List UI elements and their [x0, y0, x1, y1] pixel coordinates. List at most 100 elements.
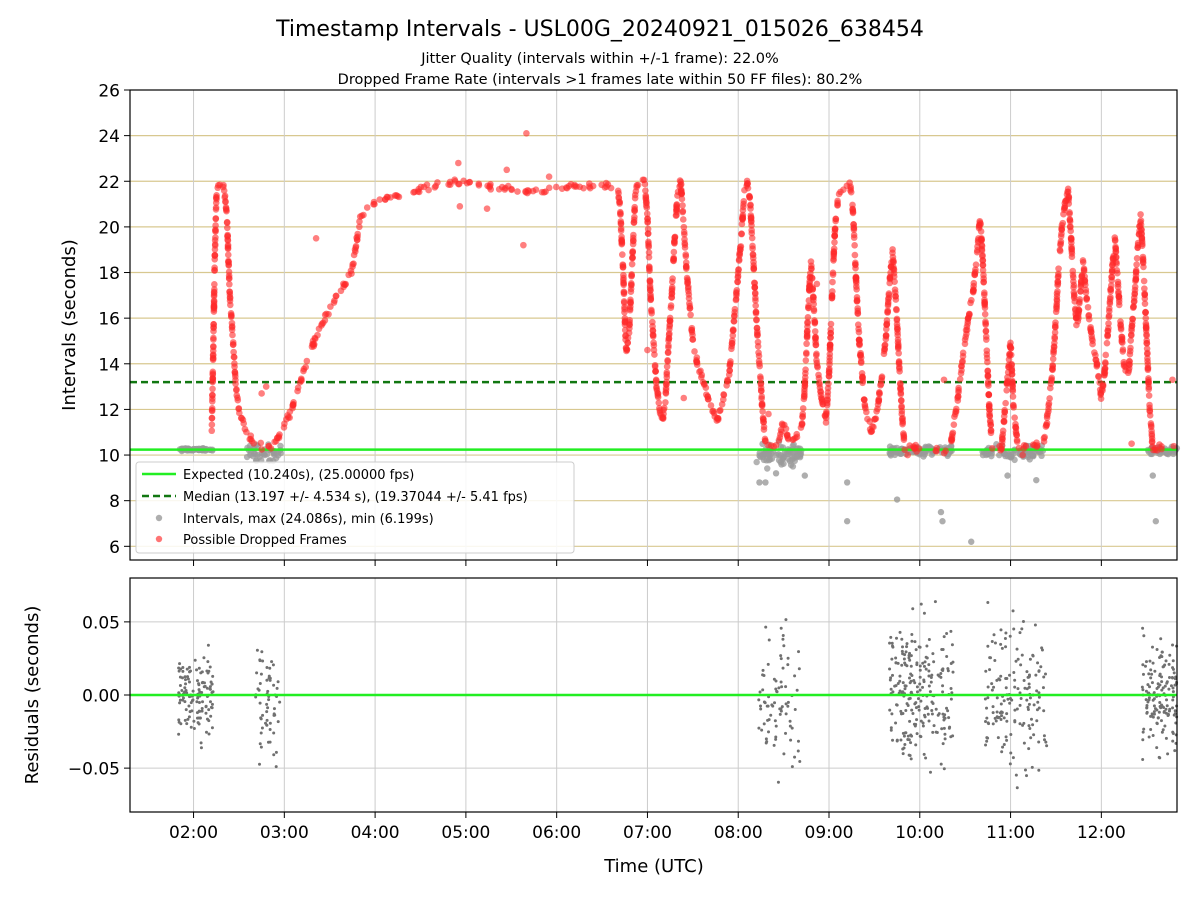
residual-point — [1002, 716, 1006, 720]
residual-point — [941, 667, 945, 671]
dropped-frame-point — [737, 243, 745, 250]
dropped-frame-point — [1007, 351, 1015, 359]
dropped-frame-point — [671, 240, 678, 247]
residual-point — [927, 684, 931, 688]
residual-point — [195, 679, 199, 683]
dropped-frame-point — [659, 414, 667, 422]
interval-point — [891, 451, 899, 459]
residual-point — [1005, 712, 1009, 716]
residual-point — [1150, 712, 1154, 716]
residual-point — [767, 730, 771, 734]
dropped-frame-point — [223, 219, 231, 227]
dropped-frame-point — [247, 432, 255, 439]
residual-point — [1152, 697, 1156, 701]
residual-point — [186, 717, 190, 721]
dropped-frame-point — [1041, 433, 1048, 441]
dropped-frame-point — [829, 269, 837, 277]
residual-point — [1022, 721, 1026, 725]
residual-point — [996, 736, 1000, 740]
residual-point — [1163, 724, 1167, 728]
residual-point — [914, 706, 918, 710]
dropped-frame-point — [863, 408, 870, 416]
dropped-frame-point — [740, 200, 747, 208]
dropped-frame-point — [629, 254, 636, 262]
residual-point — [1149, 714, 1153, 718]
residual-point — [945, 655, 949, 659]
intervals-y-axis-label: Intervals (seconds) — [59, 239, 80, 411]
residual-point — [913, 640, 917, 644]
dropped-frame-point — [1083, 296, 1090, 303]
residual-point — [776, 780, 780, 784]
residual-point — [764, 741, 768, 745]
dropped-frame-point — [1139, 259, 1147, 267]
residual-point — [915, 732, 919, 736]
dropped-frame-point — [628, 260, 636, 268]
residual-point — [922, 664, 926, 668]
residual-point — [1005, 719, 1009, 723]
dropped-frame-point — [651, 361, 659, 369]
residual-point — [902, 734, 906, 738]
dropped-frame-point — [1009, 379, 1016, 386]
dropped-frame-point — [1118, 333, 1126, 341]
dropped-frame-point — [642, 195, 650, 202]
residual-point — [1025, 687, 1029, 691]
interval-point — [939, 518, 946, 525]
residual-point — [901, 731, 905, 735]
x-tick-label: 06:00 — [532, 823, 581, 843]
residual-point — [256, 687, 260, 691]
residual-point — [1045, 744, 1049, 748]
residual-point — [1016, 657, 1020, 661]
dropped-frame-point — [233, 385, 240, 393]
residual-point — [779, 654, 783, 658]
residual-point — [181, 669, 185, 673]
dropped-frame-point — [663, 369, 671, 376]
dropped-frame-point — [881, 345, 888, 353]
dropped-frame-point — [660, 404, 668, 412]
dropped-frame-point — [298, 377, 305, 385]
dropped-frame-point — [210, 334, 217, 342]
residual-point — [1015, 647, 1019, 651]
dropped-frame-point — [210, 321, 217, 328]
dropped-frame-point — [826, 357, 833, 365]
residual-point — [201, 680, 205, 684]
residual-point — [949, 697, 953, 701]
residual-point — [1009, 733, 1013, 737]
interval-point — [772, 470, 780, 477]
residual-point — [211, 674, 215, 678]
dropped-frame-point — [1138, 234, 1146, 241]
residual-point — [184, 708, 188, 712]
residual-point — [177, 691, 181, 695]
dropped-frame-point — [1077, 288, 1084, 295]
dropped-frame-point — [823, 408, 830, 416]
dropped-frame-point — [231, 363, 238, 371]
dropped-frame-point — [1013, 438, 1021, 445]
residual-point — [901, 652, 905, 656]
dropped-frame-point — [1033, 442, 1041, 449]
residual-point — [1160, 680, 1164, 684]
residual-point — [1013, 720, 1017, 724]
residual-point — [183, 718, 187, 722]
dropped-frame-point — [1115, 290, 1122, 297]
residual-point — [993, 641, 997, 645]
residual-point — [1171, 676, 1175, 680]
dropped-frame-point — [898, 407, 906, 415]
dropped-frame-point — [666, 322, 673, 330]
residual-point — [917, 705, 921, 709]
residual-point — [187, 680, 191, 684]
intervals-y-tick-label: 6 — [109, 538, 120, 558]
dropped-frame-point — [696, 368, 703, 376]
residual-point — [197, 709, 201, 713]
residual-point — [1004, 645, 1008, 649]
residual-point — [1147, 696, 1151, 700]
residual-point — [1145, 710, 1149, 714]
interval-point — [921, 451, 928, 458]
residual-point — [1009, 751, 1013, 755]
residual-point — [208, 687, 212, 691]
residual-point — [1148, 685, 1152, 689]
residual-point — [1004, 735, 1008, 739]
dropped-frame-point — [1056, 247, 1064, 255]
residual-point — [983, 697, 987, 701]
legend-expected-label: Expected (10.240s), (25.00000 fps) — [183, 468, 414, 483]
dropped-frame-point — [248, 437, 256, 445]
dropped-frame-point — [999, 435, 1006, 443]
